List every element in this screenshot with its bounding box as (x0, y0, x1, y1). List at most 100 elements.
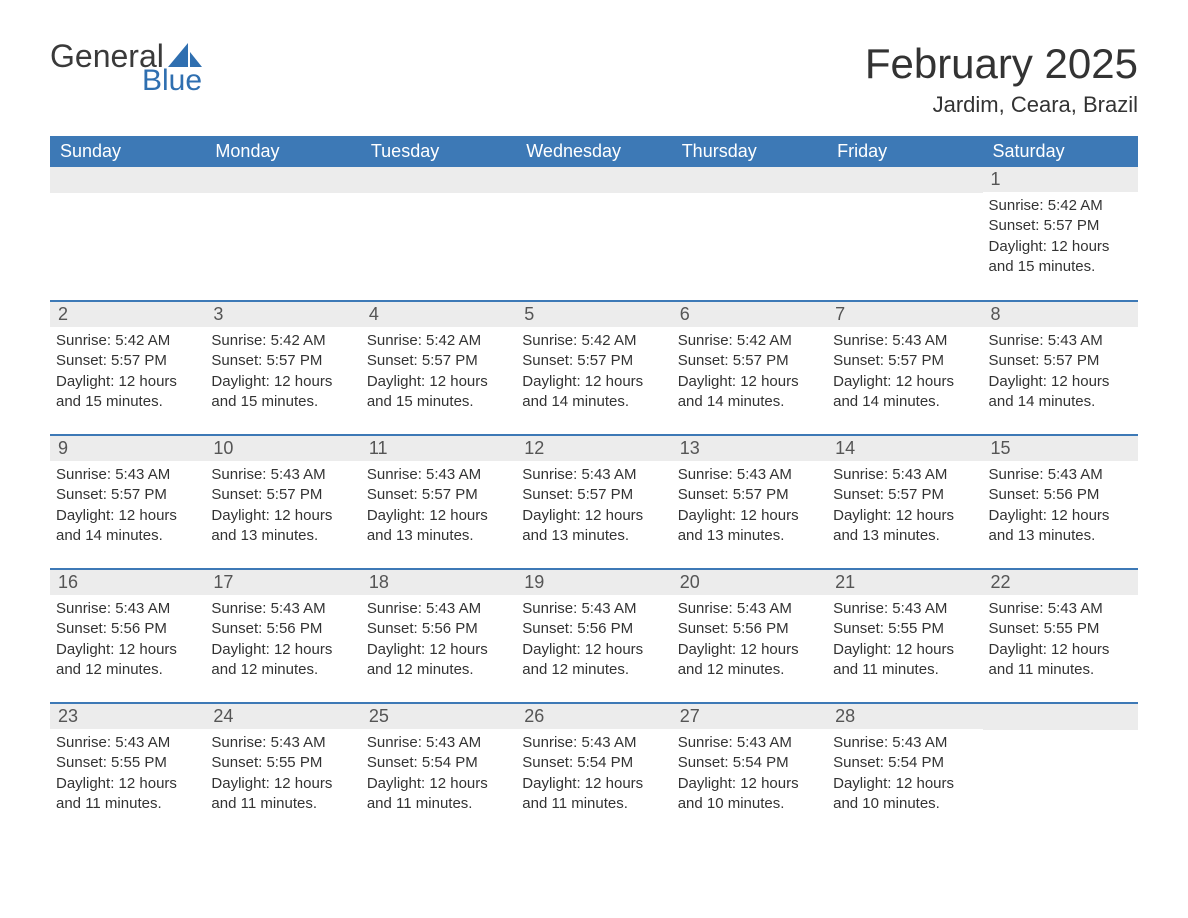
sunset-line: Sunset: 5:57 PM (989, 216, 1132, 236)
calendar-day-cell: 20Sunrise: 5:43 AMSunset: 5:56 PMDayligh… (672, 569, 827, 703)
title-block: February 2025 Jardim, Ceara, Brazil (865, 40, 1138, 118)
sunrise-line: Sunrise: 5:42 AM (211, 331, 354, 351)
day-body: Sunrise: 5:43 AMSunset: 5:55 PMDaylight:… (50, 729, 205, 822)
sunset-line: Sunset: 5:56 PM (56, 619, 199, 639)
logo: General Blue (50, 40, 202, 96)
day-body: Sunrise: 5:42 AMSunset: 5:57 PMDaylight:… (672, 327, 827, 420)
calendar-day-cell: 4Sunrise: 5:42 AMSunset: 5:57 PMDaylight… (361, 301, 516, 435)
calendar-day-cell: 3Sunrise: 5:42 AMSunset: 5:57 PMDaylight… (205, 301, 360, 435)
weekday-header: Saturday (983, 136, 1138, 167)
sunrise-line: Sunrise: 5:43 AM (989, 465, 1132, 485)
sunset-line: Sunset: 5:57 PM (56, 485, 199, 505)
day-body: Sunrise: 5:43 AMSunset: 5:57 PMDaylight:… (827, 461, 982, 554)
day-number: 12 (516, 436, 671, 461)
day-number: 13 (672, 436, 827, 461)
day-number: 28 (827, 704, 982, 729)
sunrise-line: Sunrise: 5:43 AM (522, 465, 665, 485)
day-number: 2 (50, 302, 205, 327)
day-number: 6 (672, 302, 827, 327)
daylight-line: Daylight: 12 hours and 12 minutes. (367, 640, 510, 681)
calendar-day-cell (672, 167, 827, 301)
day-number: 10 (205, 436, 360, 461)
daylight-line: Daylight: 12 hours and 12 minutes. (211, 640, 354, 681)
day-number (205, 167, 360, 193)
calendar-day-cell: 18Sunrise: 5:43 AMSunset: 5:56 PMDayligh… (361, 569, 516, 703)
day-number: 27 (672, 704, 827, 729)
day-body: Sunrise: 5:43 AMSunset: 5:54 PMDaylight:… (516, 729, 671, 822)
calendar-day-cell: 21Sunrise: 5:43 AMSunset: 5:55 PMDayligh… (827, 569, 982, 703)
calendar-day-cell: 10Sunrise: 5:43 AMSunset: 5:57 PMDayligh… (205, 435, 360, 569)
daylight-line: Daylight: 12 hours and 10 minutes. (678, 774, 821, 815)
calendar-day-cell: 27 Sunrise: 5:43 AMSunset: 5:54 PMDayligh… (672, 703, 827, 837)
calendar-week-row: 23Sunrise: 5:43 AMSunset: 5:55 PMDayligh… (50, 703, 1138, 837)
weekday-header: Thursday (672, 136, 827, 167)
sunset-line: Sunset: 5:55 PM (56, 753, 199, 773)
calendar-day-cell: 8 Sunrise: 5:43 AMSunset: 5:57 PMDaylight… (983, 301, 1138, 435)
daylight-line: Daylight: 12 hours and 14 minutes. (989, 372, 1132, 413)
day-body: Sunrise: 5:43 AMSunset: 5:57 PMDaylight:… (361, 461, 516, 554)
sunset-line: Sunset: 5:57 PM (522, 351, 665, 371)
day-number: 18 (361, 570, 516, 595)
day-body: Sunrise: 5:43 AMSunset: 5:55 PMDaylight:… (983, 595, 1138, 688)
sunset-line: Sunset: 5:57 PM (56, 351, 199, 371)
calendar-day-cell: 5Sunrise: 5:42 AMSunset: 5:57 PMDaylight… (516, 301, 671, 435)
daylight-line: Daylight: 12 hours and 14 minutes. (833, 372, 976, 413)
sunset-line: Sunset: 5:57 PM (989, 351, 1132, 371)
day-body: Sunrise: 5:43 AMSunset: 5:56 PMDaylight:… (50, 595, 205, 688)
calendar-day-cell (361, 167, 516, 301)
sunrise-line: Sunrise: 5:43 AM (367, 733, 510, 753)
daylight-line: Daylight: 12 hours and 11 minutes. (367, 774, 510, 815)
daylight-line: Daylight: 12 hours and 15 minutes. (367, 372, 510, 413)
sunset-line: Sunset: 5:56 PM (989, 485, 1132, 505)
daylight-line: Daylight: 12 hours and 11 minutes. (522, 774, 665, 815)
calendar-day-cell: 1Sunrise: 5:42 AMSunset: 5:57 PMDaylight… (983, 167, 1138, 301)
calendar-table: SundayMondayTuesdayWednesdayThursdayFrid… (50, 136, 1138, 837)
day-body: Sunrise: 5:43 AMSunset: 5:56 PMDaylight:… (983, 461, 1138, 554)
daylight-line: Daylight: 12 hours and 13 minutes. (833, 506, 976, 547)
day-body: Sunrise: 5:43 AMSunset: 5:57 PMDaylight:… (50, 461, 205, 554)
day-number: 8 (983, 302, 1138, 327)
day-number: 9 (50, 436, 205, 461)
day-number: 21 (827, 570, 982, 595)
daylight-line: Daylight: 12 hours and 12 minutes. (522, 640, 665, 681)
day-body: Sunrise: 5:43 AMSunset: 5:57 PMDaylight:… (205, 461, 360, 554)
calendar-day-cell: 12Sunrise: 5:43 AMSunset: 5:57 PMDayligh… (516, 435, 671, 569)
day-number (672, 167, 827, 193)
sunrise-line: Sunrise: 5:42 AM (522, 331, 665, 351)
sunset-line: Sunset: 5:56 PM (211, 619, 354, 639)
sunset-line: Sunset: 5:56 PM (522, 619, 665, 639)
daylight-line: Daylight: 12 hours and 14 minutes. (678, 372, 821, 413)
sunset-line: Sunset: 5:55 PM (989, 619, 1132, 639)
day-body: Sunrise: 5:43 AMSunset: 5:54 PMDaylight:… (827, 729, 982, 822)
calendar-day-cell: 11Sunrise: 5:43 AMSunset: 5:57 PMDayligh… (361, 435, 516, 569)
weekday-header: Sunday (50, 136, 205, 167)
calendar-day-cell: 24Sunrise: 5:43 AMSunset: 5:55 PMDayligh… (205, 703, 360, 837)
sunset-line: Sunset: 5:54 PM (678, 753, 821, 773)
calendar-day-cell: 9Sunrise: 5:43 AMSunset: 5:57 PMDaylight… (50, 435, 205, 569)
sunset-line: Sunset: 5:57 PM (522, 485, 665, 505)
day-number: 19 (516, 570, 671, 595)
sunrise-line: Sunrise: 5:43 AM (211, 465, 354, 485)
daylight-line: Daylight: 12 hours and 10 minutes. (833, 774, 976, 815)
sunrise-line: Sunrise: 5:43 AM (367, 465, 510, 485)
sunrise-line: Sunrise: 5:43 AM (522, 733, 665, 753)
day-number: 17 (205, 570, 360, 595)
daylight-line: Daylight: 12 hours and 13 minutes. (367, 506, 510, 547)
sunset-line: Sunset: 5:54 PM (367, 753, 510, 773)
day-body: Sunrise: 5:43 AMSunset: 5:57 PMDaylight:… (672, 461, 827, 554)
sunset-line: Sunset: 5:57 PM (833, 351, 976, 371)
sunset-line: Sunset: 5:57 PM (211, 351, 354, 371)
day-number: 24 (205, 704, 360, 729)
daylight-line: Daylight: 12 hours and 15 minutes. (211, 372, 354, 413)
day-number: 20 (672, 570, 827, 595)
sunrise-line: Sunrise: 5:43 AM (989, 331, 1132, 351)
day-body: Sunrise: 5:43 AMSunset: 5:56 PMDaylight:… (516, 595, 671, 688)
calendar-day-cell (983, 703, 1138, 837)
location-text: Jardim, Ceara, Brazil (865, 92, 1138, 118)
sunrise-line: Sunrise: 5:43 AM (678, 733, 821, 753)
daylight-line: Daylight: 12 hours and 11 minutes. (211, 774, 354, 815)
day-number: 4 (361, 302, 516, 327)
sunrise-line: Sunrise: 5:43 AM (211, 733, 354, 753)
sunrise-line: Sunrise: 5:43 AM (211, 599, 354, 619)
calendar-day-cell: 14Sunrise: 5:43 AMSunset: 5:57 PMDayligh… (827, 435, 982, 569)
